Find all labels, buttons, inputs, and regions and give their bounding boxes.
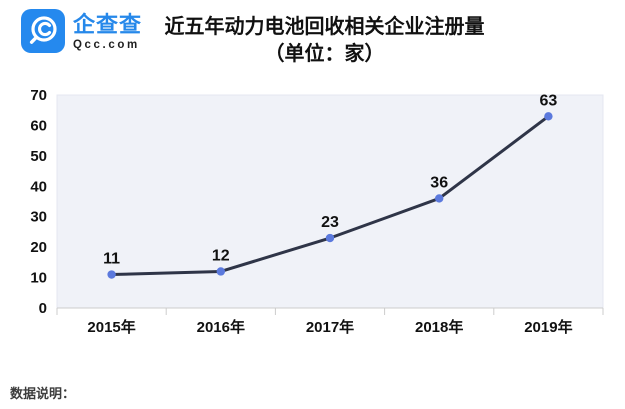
x-axis-label: 2015年: [87, 318, 135, 336]
qcc-logo: 企查查 Qcc.com: [21, 9, 142, 53]
data-point: [325, 233, 335, 243]
logo-text: 企查查 Qcc.com: [73, 12, 142, 51]
x-axis-label: 2018年: [415, 318, 463, 336]
brand-name: 企查查: [73, 11, 143, 37]
data-point: [107, 270, 116, 279]
chart-title-unit: （单位：家）: [264, 43, 385, 65]
y-axis-label: 0: [39, 300, 47, 317]
y-axis-label: 50: [30, 148, 47, 165]
brand-domain: Qcc.com: [73, 38, 140, 51]
qcc-logo-icon: [21, 9, 65, 53]
y-axis-label: 20: [30, 239, 47, 256]
x-axis-label: 2017年: [306, 318, 354, 336]
chart-title: 近五年动力电池回收相关企业注册量 （单位：家）: [0, 14, 625, 68]
data-label: 12: [212, 247, 230, 264]
y-axis-label: 40: [30, 178, 47, 195]
chart-title-line1: 近五年动力电池回收相关企业注册量: [164, 16, 485, 38]
y-axis-label: 60: [30, 117, 47, 134]
y-axis-label: 10: [30, 270, 47, 287]
data-notes-heading: 数据说明：: [10, 386, 76, 401]
y-axis-label: 70: [30, 88, 47, 104]
x-axis-label: 2016年: [197, 318, 245, 336]
data-point: [544, 112, 553, 121]
data-label: 11: [103, 251, 120, 268]
header: 企查查 Qcc.com 近五年动力电池回收相关企业注册量 （单位：家）: [0, 0, 625, 88]
y-axis-label: 30: [30, 209, 47, 226]
chart-canvas: 0 10 20 30 40 50 60 70 2015年 2016年 2017年 2018年 2019年…: [30, 88, 604, 336]
data-label: 23: [321, 214, 339, 231]
data-point: [216, 267, 225, 276]
line-chart: 0 10 20 30 40 50 60 70 2015年 2016年 2017年 2018年 2019年…: [0, 88, 625, 340]
data-point: [435, 194, 444, 203]
x-axis-label: 2019年: [524, 318, 572, 336]
plot-area: [56, 94, 604, 309]
data-label: 63: [540, 92, 558, 109]
data-notes: 数据说明： 1、仅统计企业名、品牌名、经营范围为“动力电池回收”的企业 2、统计…: [10, 346, 625, 409]
data-label: 36: [430, 174, 448, 191]
